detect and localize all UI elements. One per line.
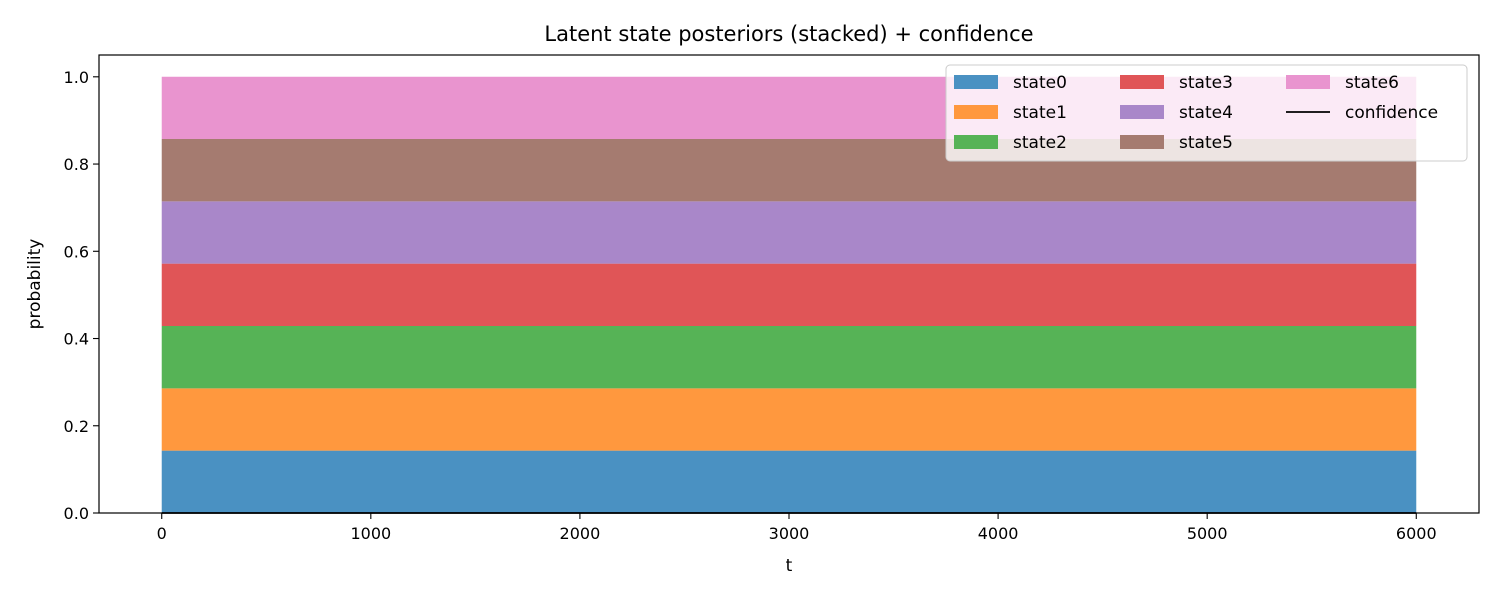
area-state3 — [161, 263, 1417, 327]
y-axis-label: probability — [25, 239, 45, 330]
x-tick-label: 4000 — [978, 524, 1019, 543]
y-tick-label: 0.0 — [64, 504, 89, 523]
y-tick-label: 1.0 — [64, 68, 89, 87]
axes: 0 1000 2000 3000 4000 5000 6000 0.0 0.2 0.4 0.6 0.8… — [64, 68, 1437, 543]
legend-label-state0: state0 — [1013, 73, 1067, 93]
legend-label-state5: state5 — [1179, 133, 1233, 153]
legend-swatch-state4 — [1120, 105, 1164, 119]
x-tick-label: 1000 — [350, 524, 391, 543]
legend-label-state2: state2 — [1013, 133, 1067, 153]
x-tick-label: 5000 — [1187, 524, 1228, 543]
legend-box — [945, 64, 1468, 162]
legend-label-state4: state4 — [1179, 103, 1233, 123]
y-tick-label: 0.4 — [64, 330, 89, 349]
x-tick-label: 0 — [157, 524, 167, 543]
area-state1 — [161, 388, 1417, 451]
y-tick-label: 0.8 — [64, 155, 89, 174]
y-tick-label: 0.6 — [64, 242, 89, 261]
legend-swatch-state0 — [954, 75, 998, 89]
y-tick-label: 0.2 — [64, 417, 89, 436]
legend-swatch-state6 — [1286, 75, 1330, 89]
area-state4 — [161, 201, 1417, 264]
area-state2 — [161, 326, 1417, 389]
legend-label-state1: state1 — [1013, 103, 1067, 123]
legend-swatch-state1 — [954, 105, 998, 119]
area-state0 — [161, 450, 1417, 513]
legend-swatch-state5 — [1120, 135, 1164, 149]
x-axis-label: t — [786, 556, 793, 576]
legend-swatch-state3 — [1120, 75, 1164, 89]
x-tick-label: 3000 — [769, 524, 810, 543]
x-tick-label: 2000 — [560, 524, 601, 543]
chart-title: Latent state posteriors (stacked) + conf… — [544, 22, 1033, 46]
legend-label-state3: state3 — [1179, 73, 1233, 93]
legend-label-confidence: confidence — [1345, 103, 1438, 123]
legend-label-state6: state6 — [1345, 73, 1399, 93]
legend-swatch-state2 — [954, 135, 998, 149]
legend: state0 state1 state2 state3 state4 state5 stat… — [945, 64, 1468, 162]
x-tick-label: 6000 — [1396, 524, 1437, 543]
